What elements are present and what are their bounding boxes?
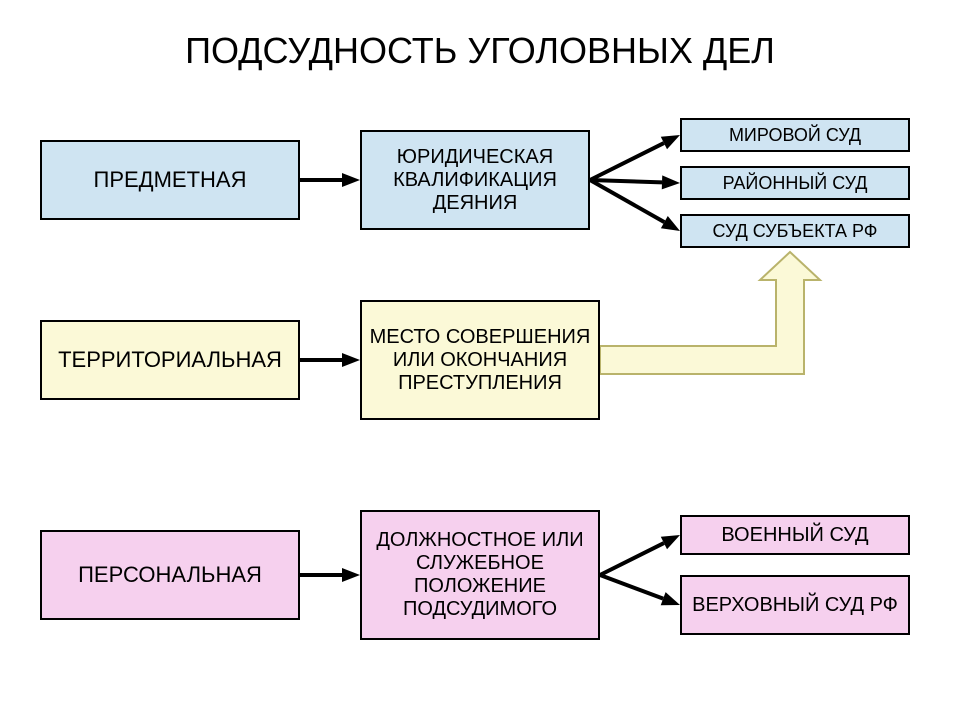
node-label: РАЙОННЫЙ СУД bbox=[723, 173, 868, 194]
node-n2: ЮРИДИЧЕСКАЯ КВАЛИФИКАЦИЯ ДЕЯНИЯ bbox=[360, 130, 590, 230]
node-n6: ТЕРРИТОРИАЛЬНАЯ bbox=[40, 320, 300, 400]
node-n8: ПЕРСОНАЛЬНАЯ bbox=[40, 530, 300, 620]
node-label: СУД СУБЪЕКТА РФ bbox=[713, 221, 878, 242]
arrow bbox=[590, 135, 680, 180]
node-label: ВОЕННЫЙ СУД bbox=[721, 524, 868, 547]
node-label: ВЕРХОВНЫЙ СУД РФ bbox=[692, 594, 898, 617]
node-n7: МЕСТО СОВЕРШЕНИЯ ИЛИ ОКОНЧАНИЯ ПРЕСТУПЛЕ… bbox=[360, 300, 600, 420]
arrow bbox=[300, 568, 360, 582]
node-n10: ВОЕННЫЙ СУД bbox=[680, 515, 910, 555]
node-label: ПЕРСОНАЛЬНАЯ bbox=[78, 562, 262, 587]
arrow bbox=[600, 535, 680, 575]
node-label: ЮРИДИЧЕСКАЯ КВАЛИФИКАЦИЯ ДЕЯНИЯ bbox=[368, 146, 582, 215]
node-n4: РАЙОННЫЙ СУД bbox=[680, 166, 910, 200]
node-n3: МИРОВОЙ СУД bbox=[680, 118, 910, 152]
arrow bbox=[590, 175, 680, 189]
node-n11: ВЕРХОВНЫЙ СУД РФ bbox=[680, 575, 910, 635]
node-n1: ПРЕДМЕТНАЯ bbox=[40, 140, 300, 220]
arrow bbox=[590, 180, 680, 231]
node-n9: ДОЛЖНОСТНОЕ ИЛИ СЛУЖЕБНОЕ ПОЛОЖЕНИЕ ПОДС… bbox=[360, 510, 600, 640]
arrow bbox=[300, 173, 360, 187]
block-arrow bbox=[600, 252, 820, 374]
node-label: ДОЛЖНОСТНОЕ ИЛИ СЛУЖЕБНОЕ ПОЛОЖЕНИЕ ПОДС… bbox=[368, 529, 592, 621]
arrow bbox=[300, 353, 360, 367]
diagram-stage: ПОДСУДНОСТЬ УГОЛОВНЫХ ДЕЛ ПРЕДМЕТНАЯ ЮРИД… bbox=[0, 0, 960, 720]
node-label: МЕСТО СОВЕРШЕНИЯ ИЛИ ОКОНЧАНИЯ ПРЕСТУПЛЕ… bbox=[368, 326, 592, 395]
node-label: ТЕРРИТОРИАЛЬНАЯ bbox=[58, 347, 282, 372]
diagram-title: ПОДСУДНОСТЬ УГОЛОВНЫХ ДЕЛ bbox=[120, 30, 840, 80]
node-n5: СУД СУБЪЕКТА РФ bbox=[680, 214, 910, 248]
node-label: ПРЕДМЕТНАЯ bbox=[94, 167, 247, 192]
node-label: МИРОВОЙ СУД bbox=[729, 125, 861, 146]
arrow bbox=[600, 575, 680, 605]
